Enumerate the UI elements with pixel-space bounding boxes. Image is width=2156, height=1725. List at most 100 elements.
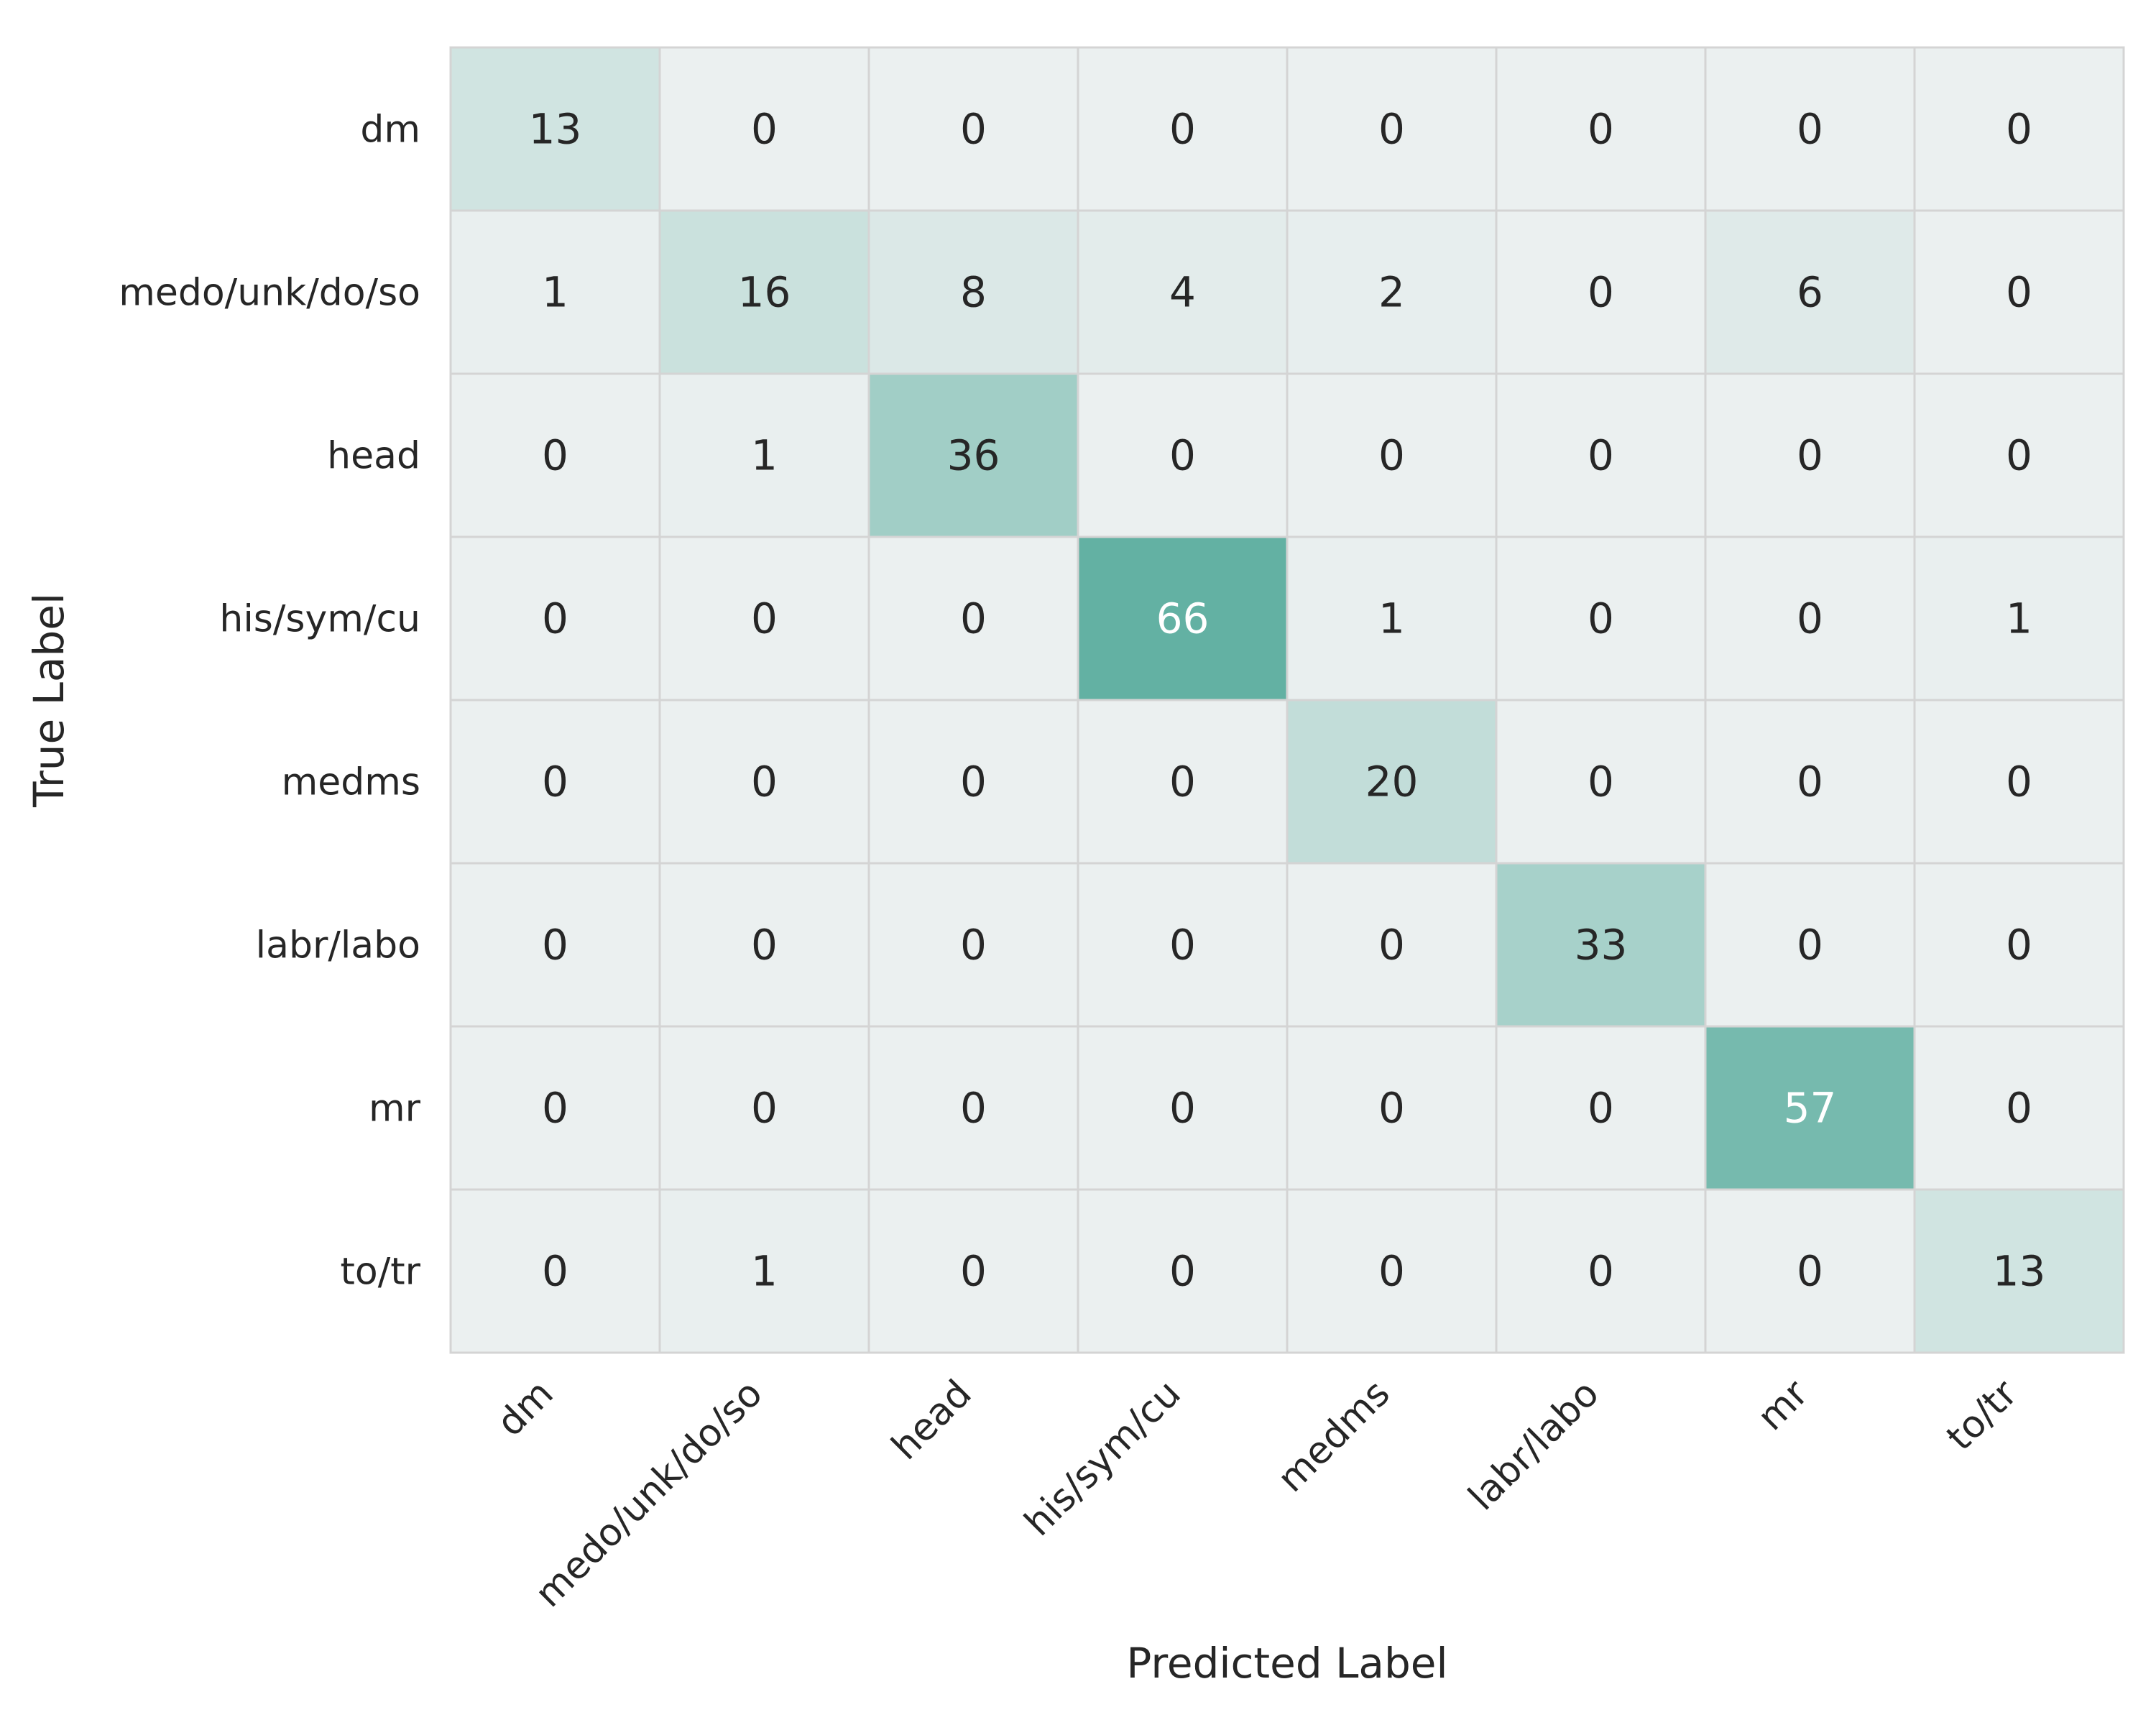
x-tick-label: medo/unk/do/so <box>527 1372 770 1616</box>
cell-value-label: 0 <box>1797 105 1823 154</box>
heatmap-cell <box>1913 372 2125 538</box>
heatmap-cell <box>1286 372 1498 538</box>
heatmap-cell <box>1704 372 1916 538</box>
cell-value-label: 0 <box>1588 758 1614 806</box>
heatmap-cell <box>1077 209 1289 375</box>
cell-value-label: 0 <box>1797 758 1823 806</box>
cell-value-label: 0 <box>751 105 778 154</box>
heatmap-cell <box>1286 1188 1498 1354</box>
cell-value-label: 0 <box>1588 1247 1614 1296</box>
heatmap-cell <box>867 535 1079 702</box>
cell-value-label: 0 <box>751 921 778 970</box>
y-tick-labels: dm medo/unk/do/so head his/sym/cu medms labr/… <box>119 109 420 1294</box>
cell-value-label: 0 <box>960 1247 987 1296</box>
cell-value-label: 66 <box>1156 594 1210 643</box>
cell-value-label: 13 <box>529 105 582 154</box>
heatmap-cell <box>1495 209 1707 375</box>
cell-value-label: 0 <box>751 1084 778 1133</box>
cell-value-label: 0 <box>1378 1247 1405 1296</box>
cell-value-label: 36 <box>947 431 1000 480</box>
cell-value-label: 0 <box>542 1084 568 1133</box>
y-tick-label: head <box>327 435 420 478</box>
cell-value-label: 0 <box>542 758 568 806</box>
cell-value-label: 0 <box>960 594 987 643</box>
cell-value-label: 1 <box>542 268 568 317</box>
heatmap-cell <box>1077 46 1289 212</box>
heatmap-cell <box>1495 862 1707 1028</box>
cell-value-label: 1 <box>751 431 778 480</box>
heatmap-cells: 13 0 0 0 0 0 0 01 16 8 4 2 0 6 00 1 36 0 0 0 0 00 0 0 66 1 0 0 10 0 0 0… <box>449 46 2125 1354</box>
cell-value-label: 33 <box>1575 921 1628 970</box>
cell-value-label: 0 <box>2006 1084 2032 1133</box>
heatmap-cell <box>1913 1188 2125 1354</box>
cell-value-label: 0 <box>751 758 778 806</box>
heatmap-cell <box>1286 535 1498 702</box>
cell-value-label: 0 <box>2006 758 2032 806</box>
y-tick-label: medo/unk/do/so <box>119 272 420 315</box>
heatmap-cell <box>658 1188 870 1354</box>
x-tick-label: mr <box>1749 1371 1817 1439</box>
y-axis-title: True Label <box>24 593 73 808</box>
heatmap-cell <box>658 372 870 538</box>
y-tick-label: medms <box>282 761 420 804</box>
y-tick-label: labr/labo <box>256 924 420 967</box>
cell-value-label: 0 <box>960 921 987 970</box>
heatmap-cell <box>867 862 1079 1028</box>
y-tick-label: mr <box>369 1087 421 1131</box>
cell-value-label: 0 <box>1797 431 1823 480</box>
heatmap-cell <box>1913 1025 2125 1191</box>
heatmap-cell <box>1704 862 1916 1028</box>
heatmap-cell <box>1704 1025 1916 1191</box>
heatmap-cell <box>1077 372 1289 538</box>
cell-value-label: 0 <box>1588 105 1614 154</box>
cell-value-label: 0 <box>2006 921 2032 970</box>
heatmap-cell <box>1495 1025 1707 1191</box>
x-axis-title: Predicted Label <box>1126 1639 1447 1688</box>
heatmap-cell <box>1286 209 1498 375</box>
cell-value-label: 0 <box>1169 431 1196 480</box>
cell-value-label: 0 <box>1378 1084 1405 1133</box>
x-tick-label: dm <box>489 1372 562 1445</box>
heatmap-cell <box>867 372 1079 538</box>
cell-value-label: 0 <box>1378 921 1405 970</box>
heatmap-cell <box>1286 862 1498 1028</box>
cell-value-label: 8 <box>960 268 987 317</box>
cell-value-label: 0 <box>1169 1247 1196 1296</box>
cell-value-label: 0 <box>1378 431 1405 480</box>
cell-value-label: 0 <box>542 594 568 643</box>
heatmap-cell <box>658 862 870 1028</box>
cell-value-label: 0 <box>960 105 987 154</box>
cell-value-label: 0 <box>1797 594 1823 643</box>
cell-value-label: 0 <box>960 1084 987 1133</box>
cell-value-label: 4 <box>1169 268 1196 317</box>
cell-value-label: 0 <box>751 594 778 643</box>
heatmap-cell <box>1286 1025 1498 1191</box>
heatmap-cell <box>1704 535 1916 702</box>
x-tick-label: head <box>883 1372 980 1468</box>
heatmap-cell <box>867 46 1079 212</box>
cell-value-label: 0 <box>2006 431 2032 480</box>
cell-value-label: 16 <box>738 268 791 317</box>
heatmap-cell <box>449 535 661 702</box>
cell-value-label: 1 <box>1378 594 1405 643</box>
cell-value-label: 0 <box>542 1247 568 1296</box>
heatmap-cell <box>867 699 1079 865</box>
heatmap-cell <box>449 372 661 538</box>
cell-value-label: 0 <box>1588 594 1614 643</box>
heatmap-cell <box>449 46 661 212</box>
heatmap-cell <box>1913 46 2125 212</box>
cell-value-label: 0 <box>542 431 568 480</box>
y-tick-label: to/tr <box>341 1251 421 1294</box>
cell-value-label: 13 <box>1993 1247 2046 1296</box>
cell-value-label: 0 <box>1797 921 1823 970</box>
heatmap-cell <box>1495 46 1707 212</box>
cell-value-label: 0 <box>960 758 987 806</box>
heatmap-cell <box>1913 209 2125 375</box>
cell-value-label: 0 <box>1797 1247 1823 1296</box>
cell-value-label: 0 <box>2006 105 2032 154</box>
x-tick-label: his/sym/cu <box>1017 1372 1189 1545</box>
heatmap-cell <box>658 209 870 375</box>
heatmap-cell <box>1495 699 1707 865</box>
heatmap-cell <box>1077 535 1289 702</box>
